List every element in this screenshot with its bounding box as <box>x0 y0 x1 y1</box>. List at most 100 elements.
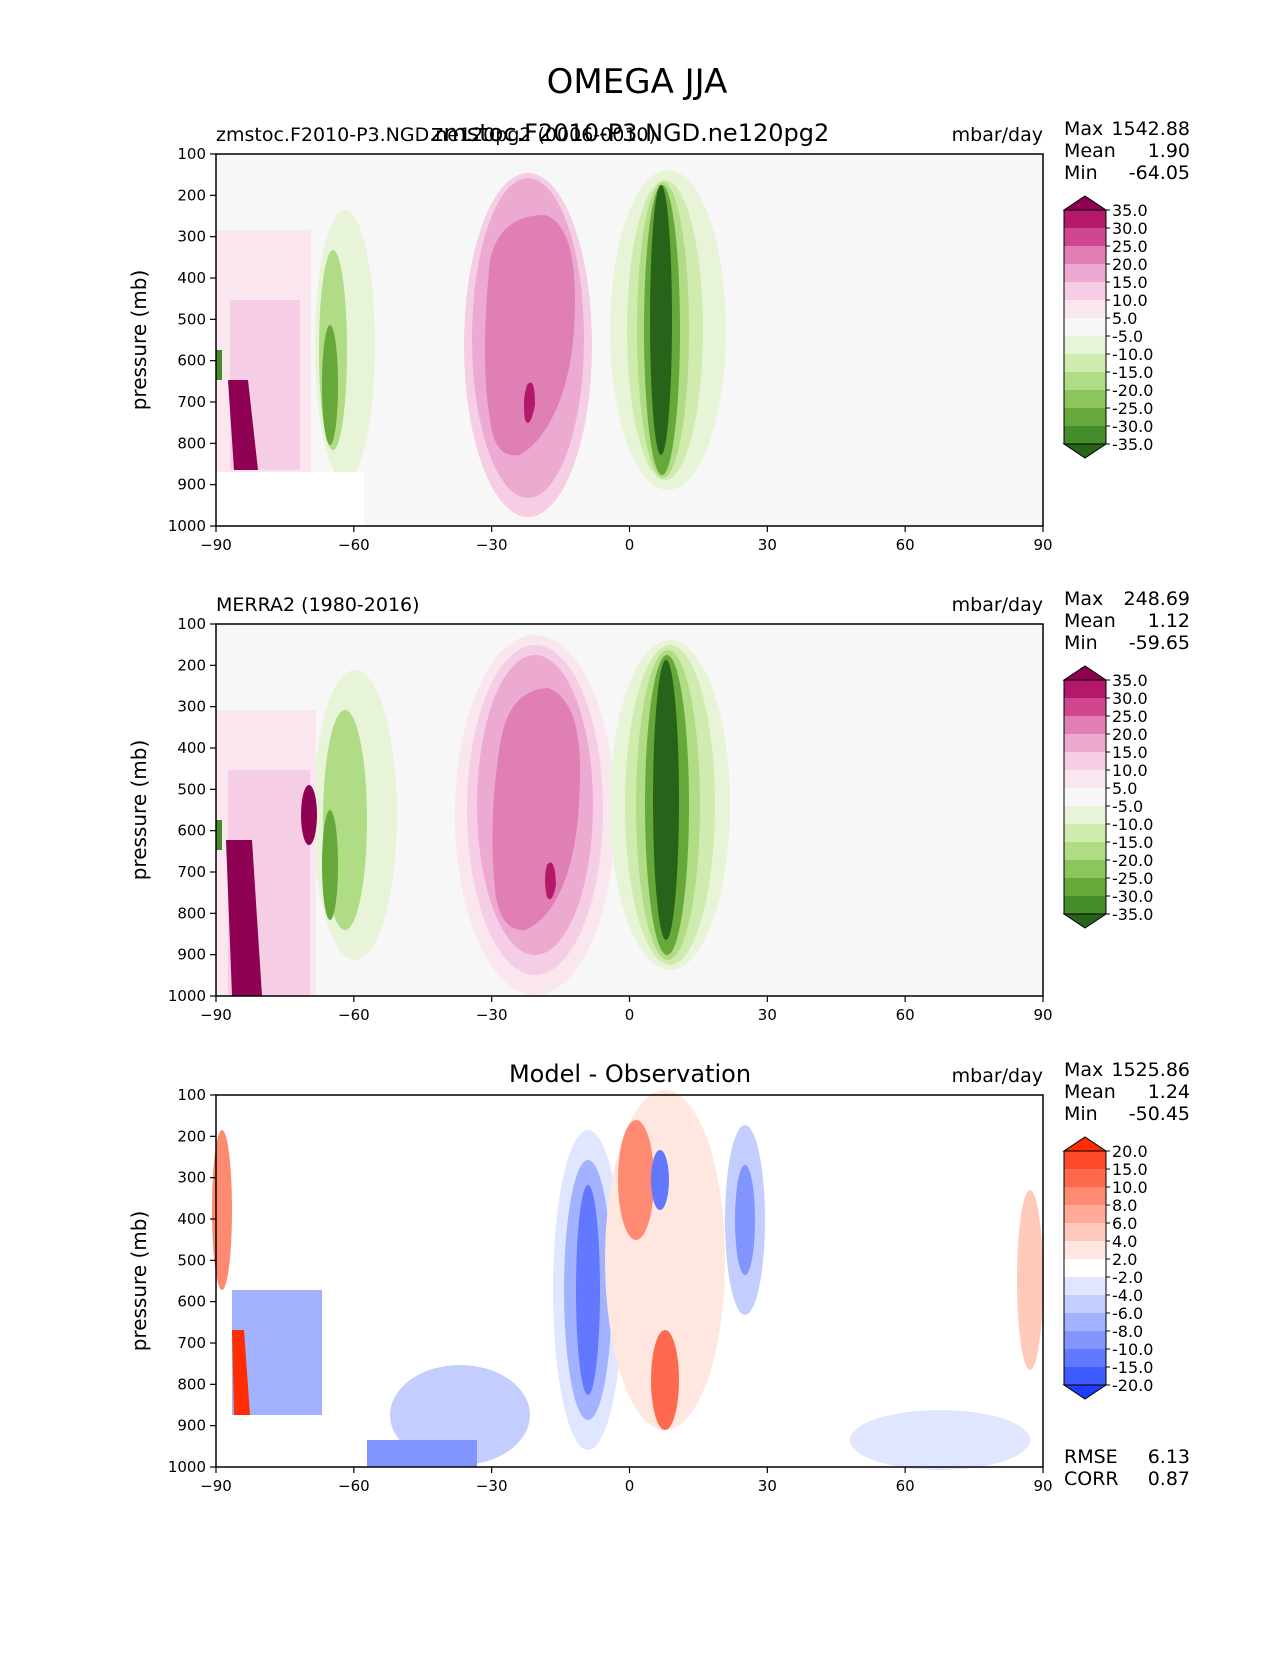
colorbar-level-label: -20.0 <box>1112 851 1153 870</box>
stat-max-value: 1525.86 <box>1111 1059 1190 1081</box>
colorbar-segment <box>1064 1151 1106 1169</box>
corr-label: CORR <box>1064 1468 1119 1490</box>
colorbar-level-label: 15.0 <box>1112 743 1148 762</box>
x-tick-label: 0 <box>625 1477 635 1495</box>
x-tick-label: 30 <box>758 1477 777 1495</box>
colorbar-level-label: -2.0 <box>1112 1268 1143 1287</box>
missing-data <box>216 472 364 526</box>
colorbar-level-label: 10.0 <box>1112 761 1148 780</box>
stat-min-label: Min <box>1064 1103 1098 1125</box>
stat-max-label: Max <box>1064 1059 1103 1081</box>
contour-region <box>653 660 679 940</box>
figure-title: OMEGA JJA <box>547 62 728 102</box>
contour-region <box>322 810 338 920</box>
colorbar-segment <box>1064 770 1106 788</box>
colorbar-level-label: -25.0 <box>1112 869 1153 888</box>
x-tick-label: −60 <box>338 1006 370 1024</box>
y-tick-label: 300 <box>177 1169 206 1187</box>
y-tick-label: 400 <box>177 269 206 287</box>
x-tick-label: 90 <box>1033 1006 1052 1024</box>
contour-region <box>651 1330 679 1430</box>
colorbar-level-label: 35.0 <box>1112 201 1148 220</box>
y-tick-label: 700 <box>177 1334 206 1352</box>
x-tick-label: 60 <box>896 1477 915 1495</box>
axis-ticks: −90 −60 −30 0 30 60 90 100 200 300 400 500 600 700 800… <box>168 615 1053 1024</box>
colorbar-segment <box>1064 806 1106 824</box>
y-tick-label: 700 <box>177 863 206 881</box>
stat-mean-label: Mean <box>1064 140 1116 162</box>
rmse-label: RMSE <box>1064 1446 1118 1468</box>
colorbar-segment <box>1064 264 1106 282</box>
colorbar-segment <box>1064 1313 1106 1331</box>
colorbar-level-label: -30.0 <box>1112 417 1153 436</box>
y-tick-label: 100 <box>177 1086 206 1104</box>
contour-region <box>485 215 575 456</box>
y-axis-label: pressure (mb) <box>127 740 151 881</box>
colorbar-segment <box>1064 1205 1106 1223</box>
x-tick-label: −30 <box>476 1477 508 1495</box>
colorbar-level-label: 10.0 <box>1112 291 1148 310</box>
colorbar-level-label: -30.0 <box>1112 887 1153 906</box>
colorbar-segment <box>1064 282 1106 300</box>
y-tick-label: 100 <box>177 615 206 633</box>
colorbar-level-label: 25.0 <box>1112 237 1148 256</box>
y-tick-label: 900 <box>177 476 206 494</box>
stat-min-value: -59.65 <box>1129 632 1190 654</box>
colorbar-segment <box>1064 300 1106 318</box>
y-tick-label: 500 <box>177 780 206 798</box>
colorbar-level-label: -35.0 <box>1112 905 1153 924</box>
stat-mean-value: 1.90 <box>1148 140 1190 162</box>
y-tick-label: 800 <box>177 434 206 452</box>
colorbar-level-label: -5.0 <box>1112 797 1143 816</box>
colorbar-level-label: -10.0 <box>1112 815 1153 834</box>
y-tick-label: 900 <box>177 946 206 964</box>
colorbar-level-label: -20.0 <box>1112 381 1153 400</box>
colorbar-level-label: 5.0 <box>1112 779 1137 798</box>
colorbar-segment <box>1064 1169 1106 1187</box>
contour-region <box>228 380 258 470</box>
units-label: mbar/day <box>952 1065 1043 1087</box>
colorbar-level-label: -15.0 <box>1112 363 1153 382</box>
contour-region <box>212 1130 232 1290</box>
colorbar-level-label: -15.0 <box>1112 833 1153 852</box>
x-tick-label: −60 <box>338 536 370 554</box>
colorbar-segment <box>1064 1295 1106 1313</box>
stat-mean-label: Mean <box>1064 610 1116 632</box>
x-tick-label: −90 <box>200 536 232 554</box>
contour-region <box>651 1150 669 1210</box>
colorbar-level-label: -5.0 <box>1112 327 1143 346</box>
panel-test: −90 −60 −30 0 30 60 90 100 200 300 400 500 600 700 800… <box>127 118 1190 554</box>
colorbar-level-label: 5.0 <box>1112 309 1137 328</box>
y-tick-label: 300 <box>177 228 206 246</box>
colorbar-level-label: 15.0 <box>1112 273 1148 292</box>
colorbar-frame <box>1063 209 1107 445</box>
stat-mean-value: 1.24 <box>1148 1081 1190 1103</box>
contour-region <box>545 862 556 900</box>
stat-mean-label: Mean <box>1064 1081 1116 1103</box>
colorbar-frame <box>1063 679 1107 915</box>
contour-region <box>216 820 222 850</box>
colorbar-segment <box>1064 426 1106 444</box>
x-tick-label: 60 <box>896 536 915 554</box>
panel-reference: −90 −60 −30 0 30 60 90 100 200 300 400 500 600 700 800… <box>127 588 1190 1024</box>
colorbar-level-label: 25.0 <box>1112 707 1148 726</box>
colorbar: 20.015.010.08.06.04.02.0-2.0-4.0-6.0-8.0… <box>1062 1136 1153 1400</box>
y-tick-label: 500 <box>177 310 206 328</box>
colorbar-segment <box>1064 390 1106 408</box>
colorbar-level-label: 15.0 <box>1112 1160 1148 1179</box>
colorbar-segment <box>1064 1187 1106 1205</box>
stat-mean-value: 1.12 <box>1148 610 1190 632</box>
y-tick-label: 900 <box>177 1417 206 1435</box>
stat-min-value: -64.05 <box>1129 162 1190 184</box>
contour-region <box>301 785 317 845</box>
colorbar: 35.030.025.020.015.010.05.0-5.0-10.0-15.… <box>1062 665 1153 929</box>
x-tick-label: −90 <box>200 1006 232 1024</box>
contour-region <box>322 325 338 445</box>
colorbar-level-label: 6.0 <box>1112 1214 1137 1233</box>
y-tick-label: 200 <box>177 656 206 674</box>
colorbar-level-label: 20.0 <box>1112 255 1148 274</box>
y-axis-label: pressure (mb) <box>127 270 151 411</box>
x-tick-label: 0 <box>625 1006 635 1024</box>
colorbar-level-label: -35.0 <box>1112 435 1153 454</box>
panel-difference: −90 −60 −30 0 30 60 90 100 200 300 400 500 600 700 800… <box>127 1059 1190 1495</box>
